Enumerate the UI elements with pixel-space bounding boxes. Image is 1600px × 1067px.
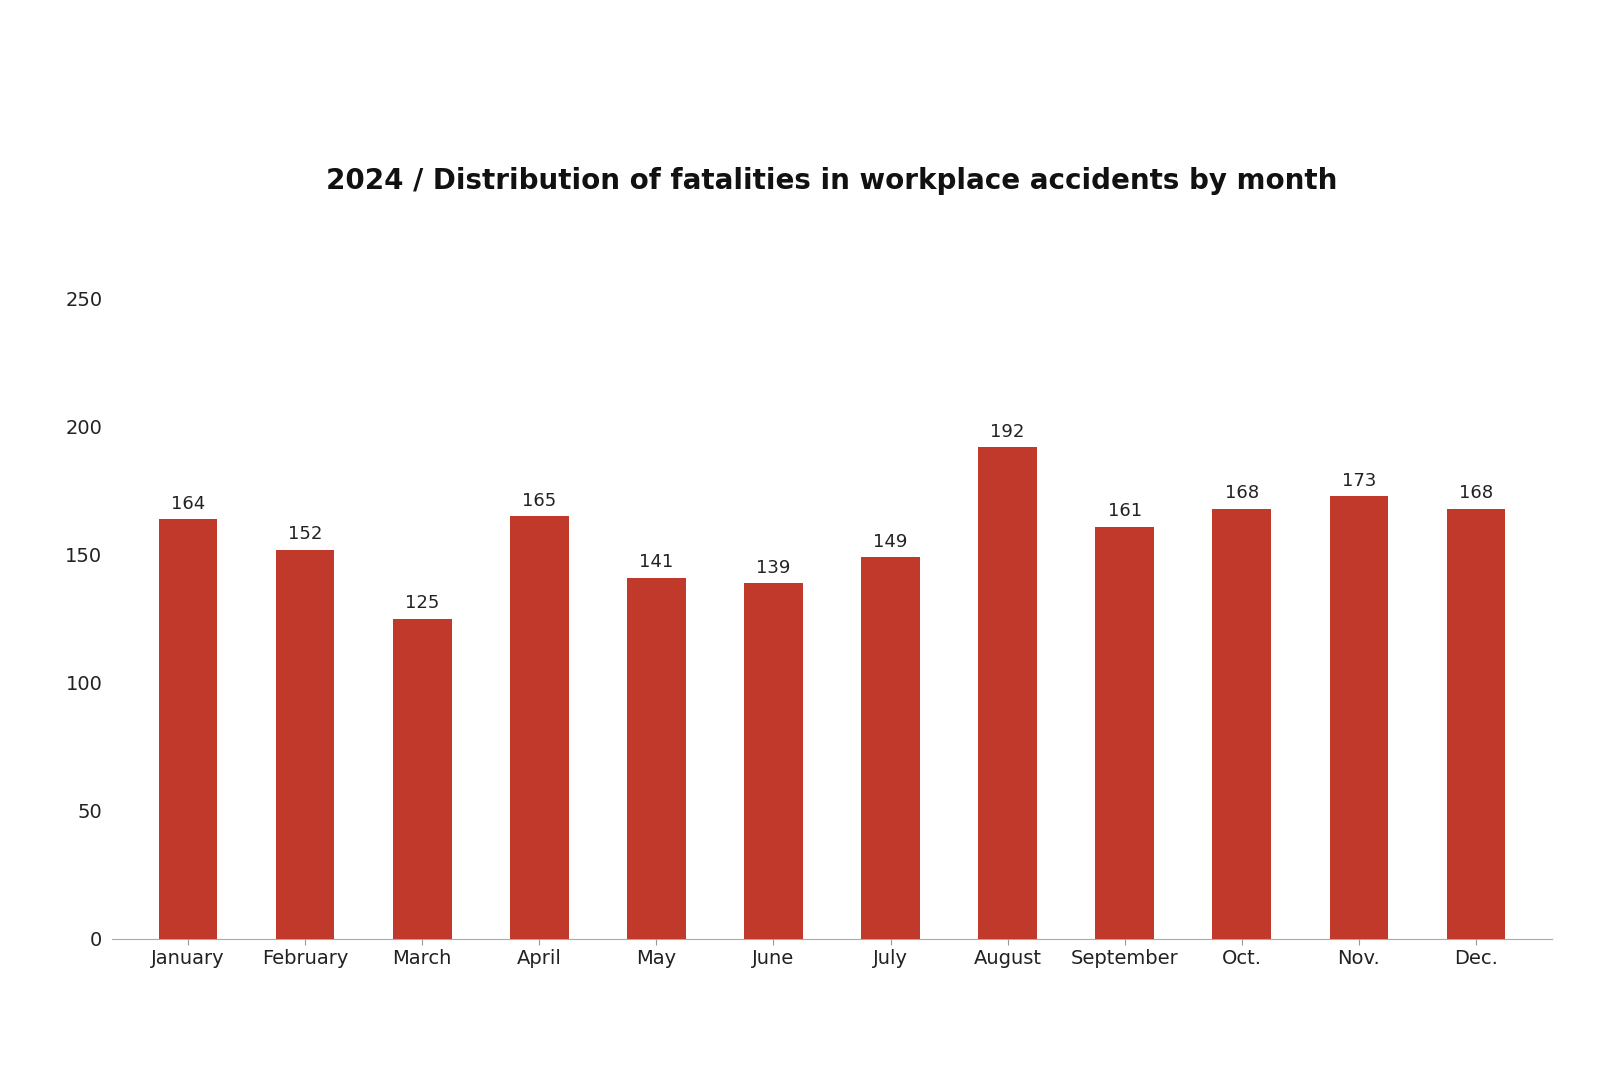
Bar xyxy=(978,447,1037,939)
Text: 161: 161 xyxy=(1107,503,1142,521)
Bar xyxy=(861,557,920,939)
Text: 149: 149 xyxy=(874,534,907,551)
Bar xyxy=(744,583,803,939)
Bar xyxy=(510,516,568,939)
Text: 2024 / Distribution of fatalities in workplace accidents by month: 2024 / Distribution of fatalities in wor… xyxy=(326,168,1338,195)
Text: 152: 152 xyxy=(288,525,322,543)
Bar xyxy=(1213,509,1270,939)
Text: 164: 164 xyxy=(171,495,205,512)
Text: 141: 141 xyxy=(640,554,674,572)
Bar xyxy=(158,519,218,939)
Bar xyxy=(1330,496,1389,939)
Text: 125: 125 xyxy=(405,594,440,612)
Text: 168: 168 xyxy=(1459,484,1493,503)
Bar xyxy=(627,578,686,939)
Text: 165: 165 xyxy=(522,492,557,510)
Text: 173: 173 xyxy=(1342,472,1376,490)
Bar xyxy=(394,619,451,939)
Text: 139: 139 xyxy=(757,559,790,576)
Bar xyxy=(1446,509,1506,939)
Text: 192: 192 xyxy=(990,423,1024,441)
Bar xyxy=(275,550,334,939)
Bar xyxy=(1096,527,1154,939)
Text: 168: 168 xyxy=(1224,484,1259,503)
